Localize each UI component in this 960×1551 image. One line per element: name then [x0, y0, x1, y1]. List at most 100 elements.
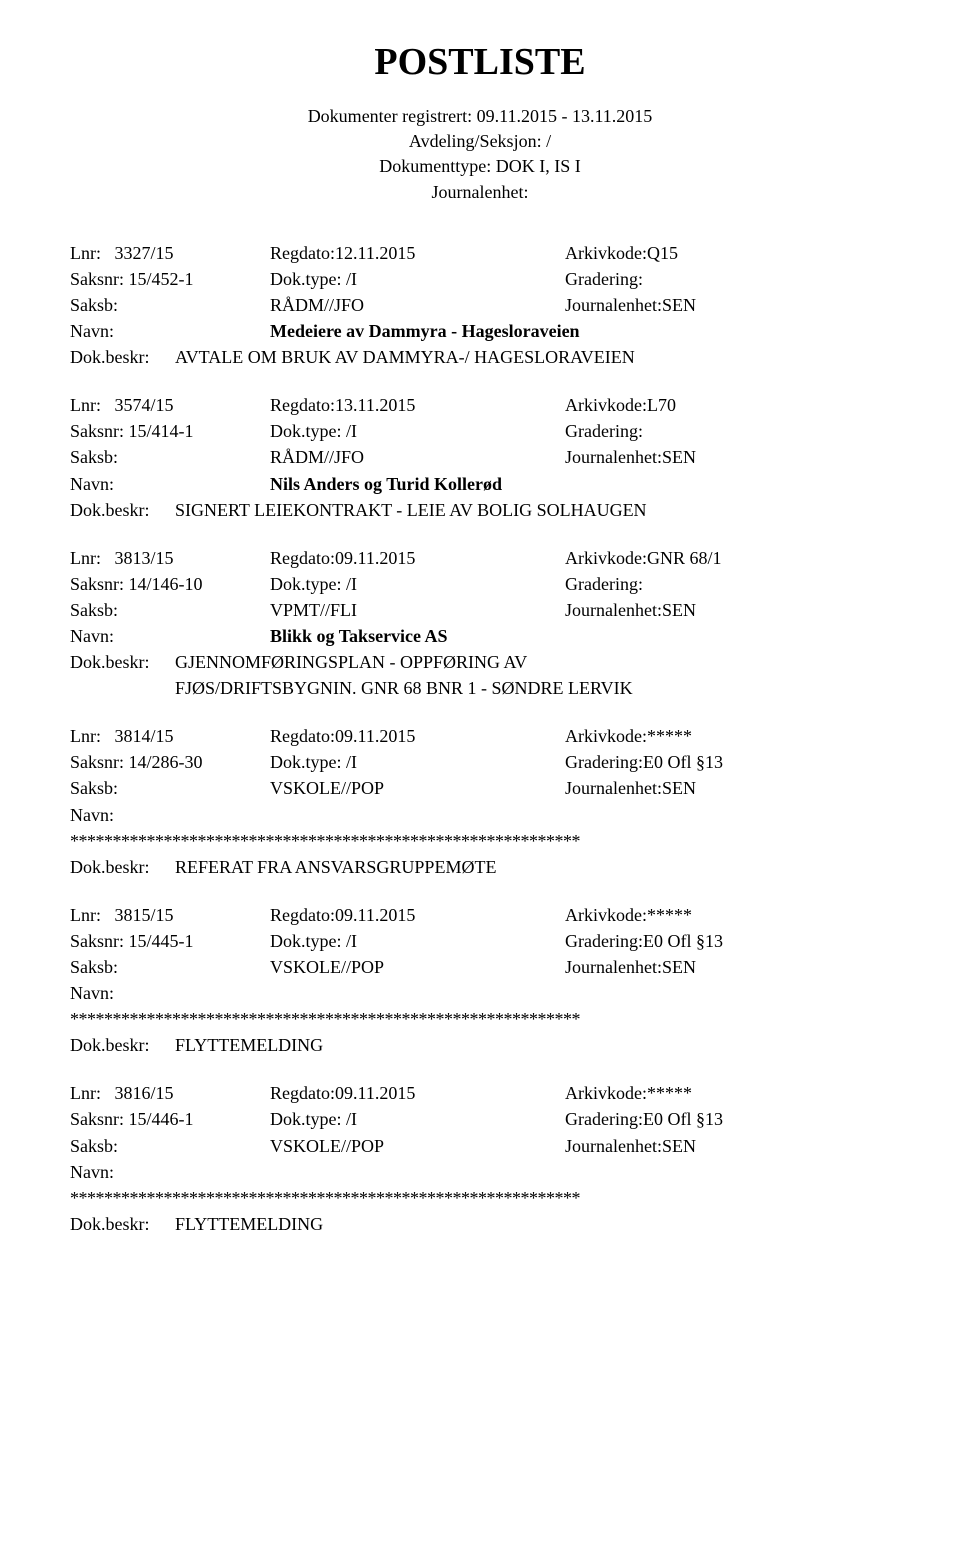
- regdato-label: Regdato:: [270, 243, 335, 263]
- entry-line-saksb: Saksb:VSKOLE//POPJournalenhet:SEN: [70, 954, 890, 980]
- lnr-value: 3327/15: [115, 243, 174, 263]
- gradering-cell: Gradering:E0 Ofl §13: [565, 1106, 890, 1132]
- saksnr-value: 15/452-1: [129, 269, 194, 289]
- navn-value: Blikk og Takservice AS: [270, 623, 448, 649]
- journalenhet-cell: Journalenhet:SEN: [565, 775, 890, 801]
- arkivkode-cell: Arkivkode:GNR 68/1: [565, 545, 890, 571]
- doktype-label: Dok.type:: [270, 421, 342, 441]
- saksnr-cell: Saksnr: 15/452-1: [70, 266, 270, 292]
- entry-line-dokbeskr: Dok.beskr: AVTALE OM BRUK AV DAMMYRA-/ HA…: [70, 344, 890, 370]
- doktype-value: /I: [346, 421, 357, 441]
- entry-line-saksb: Saksb:RÅDM//JFOJournalenhet:SEN: [70, 292, 890, 318]
- dokbeskr-continuation: FJØS/DRIFTSBYGNIN. GNR 68 BNR 1 - SØNDRE…: [70, 675, 890, 701]
- saksnr-cell: Saksnr: 14/146-10: [70, 571, 270, 597]
- lnr-value: 3816/15: [115, 1083, 174, 1103]
- entry-line-saksnr: Saksnr: 14/146-10Dok.type: /IGradering:: [70, 571, 890, 597]
- dokbeskr-label: Dok.beskr:: [70, 347, 150, 367]
- arkivkode-value: GNR 68/1: [647, 548, 722, 568]
- dokbeskr-label-cell: Dok.beskr:: [70, 497, 175, 523]
- regdato-cell: Regdato:09.11.2015: [270, 545, 565, 571]
- regdato-label: Regdato:: [270, 1083, 335, 1103]
- gradering-label: Gradering:: [565, 574, 643, 594]
- saksb-cell: Saksb:: [70, 597, 270, 623]
- lnr-label: Lnr:: [70, 726, 101, 746]
- regdato-value: 09.11.2015: [335, 905, 415, 925]
- dokbeskr-label: Dok.beskr:: [70, 857, 150, 877]
- entry-line-lnr: Lnr: 3815/15Regdato:09.11.2015Arkivkode:…: [70, 902, 890, 928]
- doktype-cell: Dok.type: /I: [270, 928, 565, 954]
- lnr-cell: Lnr: 3574/15: [70, 392, 270, 418]
- saksb-value-cell: VSKOLE//POP: [270, 775, 565, 801]
- saksnr-cell: Saksnr: 15/445-1: [70, 928, 270, 954]
- saksnr-value: 14/286-30: [129, 752, 203, 772]
- doktype-value: /I: [346, 574, 357, 594]
- doktype-cell: Dok.type: /I: [270, 418, 565, 444]
- journalenhet-value: SEN: [662, 600, 696, 620]
- dokbeskr-label-cell: Dok.beskr:: [70, 854, 175, 880]
- regdato-value: 13.11.2015: [335, 395, 415, 415]
- header-block: Dokumenter registrert: 09.11.2015 - 13.1…: [70, 104, 890, 205]
- navn-label-cell: Navn:: [70, 471, 270, 497]
- entry-line-dokbeskr: Dok.beskr:FLYTTEMELDING: [70, 1211, 890, 1237]
- lnr-label: Lnr:: [70, 548, 101, 568]
- entry: Lnr: 3814/15Regdato:09.11.2015Arkivkode:…: [70, 723, 890, 880]
- entry: Lnr: 3574/15Regdato:13.11.2015Arkivkode:…: [70, 392, 890, 522]
- journalenhet-value: SEN: [662, 1136, 696, 1156]
- gradering-label: Gradering:: [565, 931, 643, 951]
- saksnr-label: Saksnr:: [70, 574, 124, 594]
- doktype-value: /I: [346, 1109, 357, 1129]
- navn-label: Navn:: [70, 626, 114, 646]
- dokbeskr-label-cell: Dok.beskr:: [70, 649, 175, 675]
- gradering-value: E0 Ofl §13: [643, 752, 723, 772]
- doktype-value: /I: [346, 931, 357, 951]
- dokbeskr-label-cell: Dok.beskr:: [70, 1211, 175, 1237]
- navn-value: Nils Anders og Turid Kollerød: [270, 471, 502, 497]
- doktype-value: /I: [346, 752, 357, 772]
- saksb-cell: Saksb:: [70, 292, 270, 318]
- dokbeskr-value: FLYTTEMELDING: [175, 1211, 323, 1237]
- doktype-cell: Dok.type: /I: [270, 571, 565, 597]
- journalenhet-cell: Journalenhet:SEN: [565, 954, 890, 980]
- lnr-cell: Lnr: 3813/15: [70, 545, 270, 571]
- lnr-label: Lnr:: [70, 243, 101, 263]
- navn-value: Medeiere av Dammyra - Hagesloraveien: [270, 318, 580, 344]
- navn-label: Navn:: [70, 474, 114, 494]
- lnr-cell: Lnr: 3816/15: [70, 1080, 270, 1106]
- saksnr-cell: Saksnr: 14/286-30: [70, 749, 270, 775]
- regdato-label: Regdato:: [270, 905, 335, 925]
- journalenhet-value: SEN: [662, 295, 696, 315]
- entry-line-navn: Navn:Medeiere av Dammyra - Hagesloraveie…: [70, 318, 890, 344]
- saksb-value: VSKOLE//POP: [270, 957, 384, 977]
- gradering-value: E0 Ofl §13: [643, 931, 723, 951]
- entry-line-saksb: Saksb:VPMT//FLIJournalenhet:SEN: [70, 597, 890, 623]
- dokbeskr-value: AVTALE OM BRUK AV DAMMYRA-/ HAGESLORAVEI…: [175, 344, 635, 370]
- journalenhet-value: SEN: [662, 778, 696, 798]
- entry-line-saksb: Saksb:VSKOLE//POPJournalenhet:SEN: [70, 775, 890, 801]
- lnr-label: Lnr:: [70, 395, 101, 415]
- saksb-label: Saksb:: [70, 295, 118, 315]
- lnr-value: 3814/15: [115, 726, 174, 746]
- lnr-cell: Lnr: 3327/15: [70, 240, 270, 266]
- doktype-label: Dok.type:: [270, 269, 342, 289]
- journalenhet-label: Journalenhet:: [565, 1136, 662, 1156]
- saksb-value: VSKOLE//POP: [270, 1136, 384, 1156]
- arkivkode-value: *****: [647, 1083, 692, 1103]
- entry-line-navn: Navn:: [70, 980, 890, 1006]
- gradering-cell: Gradering:: [565, 266, 890, 292]
- entries-container: Lnr: 3327/15Regdato:12.11.2015Arkivkode:…: [70, 240, 890, 1237]
- saksb-label: Saksb:: [70, 1136, 118, 1156]
- arkivkode-label: Arkivkode:: [565, 905, 647, 925]
- entry-line-saksnr: Saksnr: 15/452-1Dok.type: /IGradering:: [70, 266, 890, 292]
- dokbeskr-label-cell: Dok.beskr:: [70, 1032, 175, 1058]
- navn-label-cell: Navn:: [70, 1159, 270, 1185]
- arkivkode-cell: Arkivkode:*****: [565, 1080, 890, 1106]
- dokbeskr-value: GJENNOMFØRINGSPLAN - OPPFØRING AV: [175, 649, 527, 675]
- doktype-label: Dok.type:: [270, 1109, 342, 1129]
- saksb-value: RÅDM//JFO: [270, 447, 364, 467]
- saksb-cell: Saksb:: [70, 775, 270, 801]
- saksb-value-cell: VSKOLE//POP: [270, 1133, 565, 1159]
- arkivkode-value: *****: [647, 726, 692, 746]
- lnr-value: 3574/15: [115, 395, 174, 415]
- entry-line-saksb: Saksb:RÅDM//JFOJournalenhet:SEN: [70, 444, 890, 470]
- gradering-cell: Gradering:: [565, 571, 890, 597]
